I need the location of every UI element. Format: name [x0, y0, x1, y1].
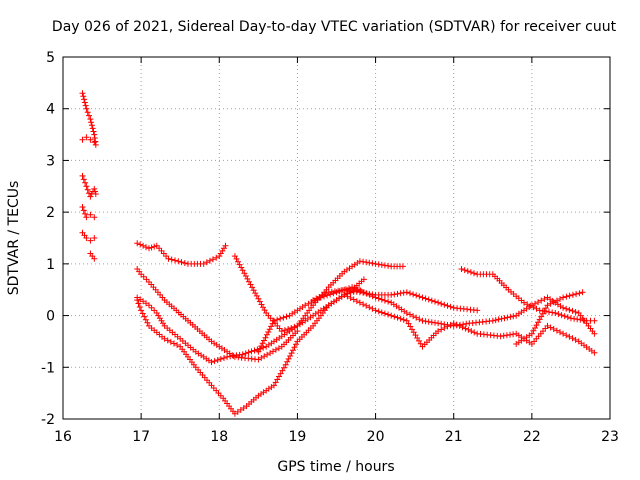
plus-markers — [341, 291, 598, 356]
series-track-f — [87, 250, 98, 262]
plot-frame — [62, 56, 611, 420]
series-track-d — [79, 204, 98, 221]
data-series — [79, 90, 598, 417]
y-tick-label: 4 — [46, 102, 55, 118]
grid — [63, 57, 610, 419]
y-tick-label: 2 — [46, 205, 55, 221]
series-track-e — [79, 229, 98, 244]
plus-markers — [134, 286, 363, 417]
y-tick-label: 0 — [46, 309, 55, 325]
plus-markers — [79, 229, 98, 244]
series-track-k — [231, 253, 406, 335]
x-tick-label: 23 — [601, 429, 619, 445]
plus-markers — [231, 253, 406, 335]
plus-markers — [79, 204, 98, 221]
y-tick-label: -2 — [41, 412, 55, 428]
x-tick-label: 16 — [54, 429, 72, 445]
y-axis-label: SDTVAR / TECUs — [6, 181, 22, 296]
plus-markers — [513, 289, 586, 347]
series-track-h — [134, 266, 301, 363]
y-tick-label: -1 — [41, 360, 55, 376]
plus-markers — [79, 134, 98, 146]
x-tick-label: 17 — [132, 429, 150, 445]
x-tick-label: 20 — [367, 429, 385, 445]
plus-markers — [87, 250, 98, 262]
series-track-m — [310, 286, 481, 314]
chart-title: Day 026 of 2021, Sidereal Day-to-day VTE… — [52, 19, 617, 35]
series-track-j — [134, 286, 363, 417]
x-tick-label: 21 — [445, 429, 463, 445]
series-track-n — [341, 291, 598, 356]
plus-markers — [134, 266, 301, 363]
x-axis-label: GPS time / hours — [277, 459, 394, 475]
y-tick-label: 3 — [46, 153, 55, 169]
series-track-a — [79, 90, 99, 148]
series-track-p — [513, 289, 586, 347]
plus-markers — [79, 90, 99, 148]
y-tick-label: 1 — [46, 257, 55, 273]
x-tick-label: 19 — [289, 429, 307, 445]
series-track-c — [79, 172, 99, 200]
plus-markers — [79, 172, 99, 200]
series-track-b — [79, 134, 98, 146]
plus-markers — [310, 286, 481, 314]
plus-markers — [134, 240, 229, 267]
series-track-g — [134, 240, 229, 267]
y-tick-label: 5 — [46, 50, 55, 66]
x-tick-label: 18 — [210, 429, 228, 445]
x-tick-label: 22 — [523, 429, 541, 445]
